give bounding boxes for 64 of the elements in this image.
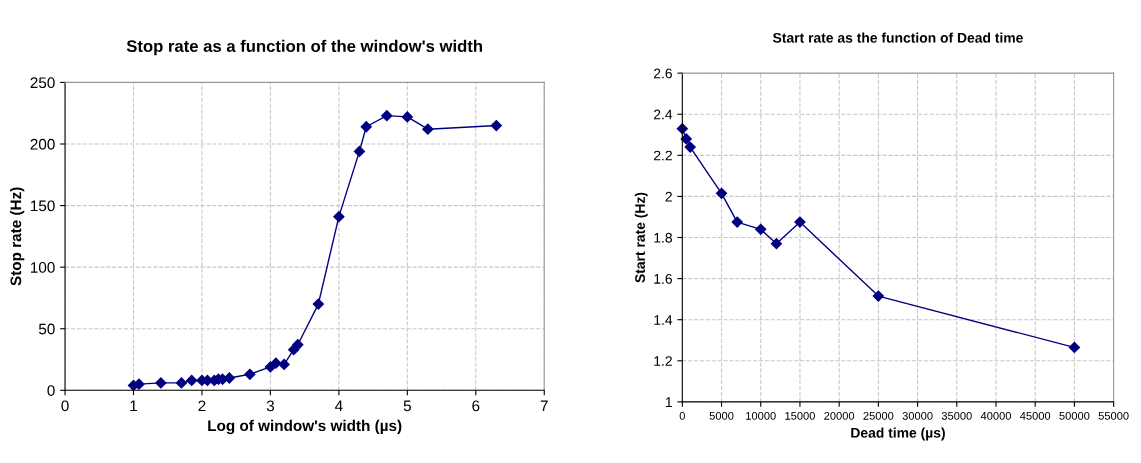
point — [770, 238, 783, 250]
x-tick-label: 5 — [403, 400, 411, 412]
point — [244, 368, 256, 380]
point — [360, 121, 372, 133]
point — [186, 374, 198, 387]
x-tick-label: 55000 — [1098, 411, 1129, 420]
x-tick-label: 4 — [334, 400, 343, 412]
point — [292, 339, 304, 351]
x-tick-label: 50000 — [1059, 411, 1090, 420]
x-tick-label: 0 — [679, 411, 685, 420]
x-tick-label: 2 — [198, 400, 206, 412]
point — [353, 145, 366, 157]
y-axis-title: Start rate (Hz) — [634, 192, 648, 283]
point — [715, 187, 728, 199]
y-tick-label: 2.2 — [653, 150, 672, 161]
point — [175, 377, 188, 389]
y-tick-label: 2.6 — [653, 68, 672, 79]
point — [381, 110, 393, 122]
y-tick-label: 100 — [30, 262, 55, 273]
x-tick-label: 15000 — [785, 411, 815, 420]
point — [731, 216, 743, 228]
x-tick-label: 35000 — [941, 411, 972, 420]
x-tick-label: 3 — [266, 400, 274, 412]
x-tick-label: 25000 — [863, 411, 894, 420]
chart-title: Start rate as the function of Dead time — [772, 32, 1023, 43]
y-tick-label: 1.8 — [654, 232, 672, 243]
x-tick-label: 0 — [61, 400, 69, 412]
y-tick-label: 2 — [665, 191, 672, 202]
point — [155, 377, 167, 389]
point — [422, 123, 434, 135]
y-tick-label: 150 — [30, 200, 55, 212]
x-tick-label: 7 — [540, 400, 548, 412]
x-tick-label: 6 — [472, 400, 480, 412]
y-tick-label: 200 — [30, 138, 55, 150]
y-tick-label: 1.4 — [654, 315, 673, 325]
y-tick-label: 2.4 — [653, 109, 673, 120]
x-tick-label: 40000 — [980, 411, 1011, 420]
point — [312, 298, 324, 310]
x-tick-label: 5000 — [709, 411, 734, 420]
x-tick-label: 30000 — [902, 411, 933, 420]
x-tick-label: 45000 — [1020, 411, 1051, 420]
point — [680, 133, 692, 145]
point — [278, 358, 290, 371]
point — [684, 141, 696, 153]
x-tick-label: 10000 — [746, 411, 776, 420]
point — [794, 216, 806, 228]
point — [270, 357, 282, 369]
point — [401, 111, 413, 123]
point — [490, 119, 502, 132]
y-tick-label: 0 — [47, 385, 55, 396]
x-axis-title: Log of window's width (µs) — [208, 419, 402, 435]
point — [333, 211, 345, 223]
x-axis-title: Dead time (µs) — [851, 427, 945, 441]
chart-title: Stop rate as a function of the window's width — [126, 39, 482, 56]
x-tick-label: 20000 — [824, 411, 855, 420]
y-axis-title: Stop rate (Hz) — [10, 187, 25, 286]
y-tick-label: 50 — [38, 323, 55, 335]
y-tick-label: 250 — [30, 77, 55, 89]
y-tick-label: 1.2 — [654, 356, 672, 366]
point — [1068, 341, 1081, 354]
x-tick-label: 1 — [130, 400, 137, 412]
point — [872, 290, 884, 302]
y-tick-label: 1.6 — [654, 273, 672, 284]
point — [755, 223, 767, 235]
